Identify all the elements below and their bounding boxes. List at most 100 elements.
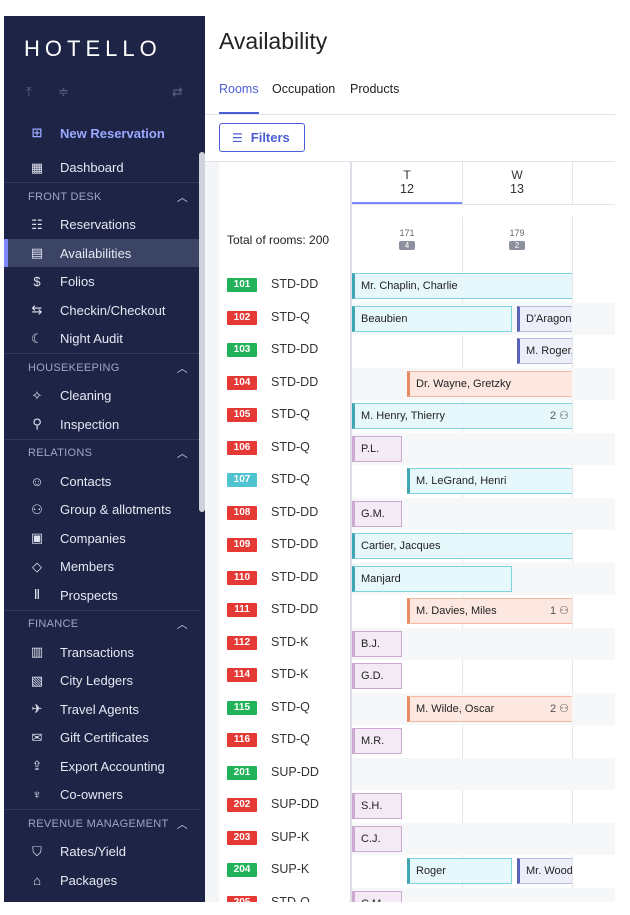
sidebar-item-availabilities[interactable]: ▤ Availabilities [4, 239, 200, 267]
sidebar-item-inspection[interactable]: ⚲ Inspection [4, 410, 200, 438]
sidebar-item-prospects[interactable]: Ⅱ Prospects [4, 581, 200, 609]
sidebar-item-city-ledgers[interactable]: ▧ City Ledgers [4, 667, 200, 695]
sidebar-item-cleaning[interactable]: ✧ Cleaning [4, 382, 200, 410]
booking-bar[interactable]: D'Aragon [517, 305, 572, 332]
sidebar-item-export-accounting[interactable]: ⇪ Export Accounting [4, 752, 200, 780]
sidebar-item-checkin-checkout[interactable]: ⇆ Checkin/Checkout [4, 296, 200, 324]
sidebar-item-new-reservation[interactable]: ⊞ New Reservation [4, 119, 200, 147]
guest-name: P.L. [361, 442, 380, 455]
booking-bar[interactable]: Mr. Chaplin, Charlie [352, 273, 572, 299]
travel-agents-icon: ✈ [31, 701, 43, 716]
sidebar-section-revenue-management[interactable]: REVENUE MANAGEMENT ︿ [4, 809, 200, 837]
sidebar-item-travel-agents[interactable]: ✈ Travel Agents [4, 695, 200, 723]
room-type: STD-Q [271, 732, 310, 746]
booking-bar[interactable]: G.D. [352, 663, 402, 689]
sidebar-section-relations[interactable]: RELATIONS ︿ [4, 438, 200, 467]
booking-bar[interactable]: Manjard [352, 565, 512, 592]
room-number[interactable]: 110 [227, 570, 257, 585]
booking-bar[interactable]: Cartier, Jacques [352, 533, 572, 559]
room-number[interactable]: 115 [227, 700, 257, 715]
swap-icon[interactable]: ⇄ [172, 84, 183, 99]
booking-bar[interactable]: P.L. [352, 435, 402, 462]
sidebar-item-reservations[interactable]: ☷ Reservations [4, 211, 200, 239]
split-icon[interactable]: ≑ [58, 84, 69, 99]
room-number[interactable]: 201 [227, 765, 257, 780]
booking-bar[interactable]: B.J. [352, 630, 402, 657]
sidebar-item-rates-yield[interactable]: ⛉ Rates/Yield [4, 838, 200, 866]
sidebar-item-members[interactable]: ◇ Members [4, 553, 200, 581]
guest-count-value: 1 [549, 605, 557, 617]
filters-button[interactable]: ☰ Filters [219, 123, 305, 152]
booking-bar[interactable]: M. LeGrand, Henri [407, 468, 572, 494]
booking-bar[interactable]: M. Wilde, Oscar 2 ⚇ [407, 695, 572, 722]
booking-bar[interactable]: C.J. [352, 825, 402, 852]
room-number[interactable]: 108 [227, 505, 257, 520]
contacts-icon: ☺ [30, 473, 44, 489]
room-number[interactable]: 205 [227, 895, 257, 902]
tab-products[interactable]: Products [350, 82, 400, 96]
day-header[interactable]: T 12 [352, 168, 462, 196]
tab-rooms[interactable]: Rooms [219, 82, 259, 114]
sidebar-item-label: Group & allotments [60, 502, 172, 517]
room-number[interactable]: 111 [227, 603, 257, 617]
reservations-icon: ☷ [31, 216, 43, 232]
sidebar-section-front-desk[interactable]: FRONT DESK ︿ [4, 182, 200, 210]
sidebar-item-night-audit[interactable]: ☾ Night Audit [4, 325, 200, 353]
booking-bar[interactable]: M. Henry, Thierry 2 ⚇ [352, 403, 572, 429]
booking-bar[interactable]: S.H. [352, 793, 402, 819]
gift-certificates-icon: ✉ [31, 729, 43, 745]
room-number[interactable]: 114 [227, 668, 257, 682]
table-row: 109 STD-DD Cartier, Jacques [205, 530, 615, 563]
day-header[interactable]: W 13 [462, 168, 572, 196]
sidebar-scrollbar[interactable] [199, 152, 205, 512]
room-number[interactable]: 107 [227, 473, 257, 487]
guest-name: C.M. [361, 898, 384, 903]
sidebar-section-finance[interactable]: FINANCE ︿ [4, 609, 200, 638]
sidebar-item-transactions[interactable]: ▥ Transactions [4, 638, 200, 666]
room-number[interactable]: 202 [227, 798, 257, 812]
room-number[interactable]: 112 [227, 635, 257, 650]
room-number[interactable]: 103 [227, 343, 257, 357]
booking-bar[interactable]: Roger [407, 858, 512, 884]
booking-bar[interactable]: Mr. Woods, Tiger [517, 858, 572, 884]
room-number[interactable]: 102 [227, 310, 257, 325]
sidebar-item-companies[interactable]: ▣ Companies [4, 524, 200, 552]
booking-bar[interactable]: Dr. Wayne, Gretzky [407, 370, 572, 397]
sidebar-item-group-allotments[interactable]: ⚇ Group & allotments [4, 496, 200, 524]
room-number[interactable]: 109 [227, 538, 257, 552]
sidebar-item-label: Rates/Yield [60, 844, 126, 859]
booking-bar[interactable]: G.M. [352, 500, 402, 527]
table-row: 110 STD-DD Manjard [205, 562, 615, 595]
room-number[interactable]: 203 [227, 830, 257, 845]
sidebar-item-packages[interactable]: ⌂ Packages [4, 866, 200, 894]
checkin-checkout-icon: ⇆ [31, 302, 43, 317]
guest-count-value: 2 [549, 702, 557, 715]
new-reservation-icon: ⊞ [31, 125, 43, 140]
room-number[interactable]: 101 [227, 278, 257, 292]
table-row: 103 STD-DD M. Roger, Maxime [205, 335, 615, 368]
room-number[interactable]: 104 [227, 375, 257, 390]
guest-count: 1 ⚇ [550, 604, 569, 617]
sidebar-item-contacts[interactable]: ☺ Contacts [4, 467, 200, 495]
sidebar-section-housekeeping[interactable]: HOUSEKEEPING ︿ [4, 353, 200, 381]
room-type: STD-DD [271, 537, 319, 551]
room-number[interactable]: 116 [227, 733, 257, 747]
booking-bar[interactable]: M. Roger, Maxime [517, 338, 572, 364]
booking-bar[interactable]: M.R. [352, 728, 402, 754]
booking-bar[interactable]: C.M. [352, 890, 402, 903]
sidebar-item-gift-certificates[interactable]: ✉ Gift Certificates [4, 724, 200, 752]
group-allotments-icon: ⚇ [31, 501, 43, 517]
guest-name: M. LeGrand, Henri [416, 475, 507, 487]
booking-bar[interactable]: M. Davies, Miles 1 ⚇ [407, 598, 572, 624]
sidebar-item-co-owners[interactable]: ♆ Co-owners [4, 781, 200, 809]
sidebar-item-dashboard[interactable]: ▦ Dashboard [4, 154, 200, 182]
collapse-up-icon[interactable]: ⤒ [26, 84, 32, 99]
booking-bar[interactable]: Beaubien [352, 305, 512, 332]
sidebar-item-folios[interactable]: $ Folios [4, 268, 200, 296]
room-number[interactable]: 204 [227, 863, 257, 877]
table-row: 201 SUP-DD [205, 757, 615, 790]
tab-occupation[interactable]: Occupation [272, 82, 336, 96]
guest-name: Mr. Woods, Tiger [526, 865, 572, 877]
room-number[interactable]: 106 [227, 440, 257, 455]
room-number[interactable]: 105 [227, 408, 257, 422]
